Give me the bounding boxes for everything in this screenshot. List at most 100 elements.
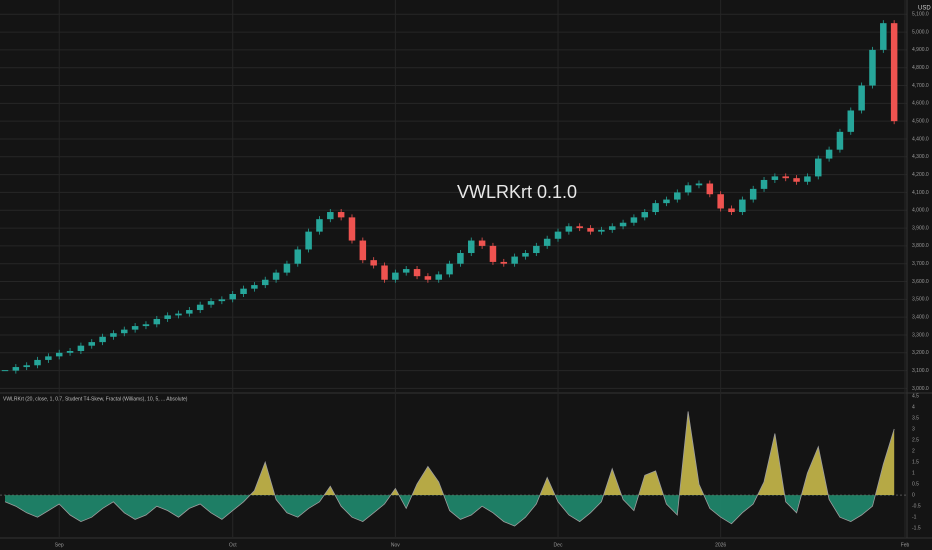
candle (890, 23, 898, 122)
watermark: VWLRKrt 0.1.0 (457, 182, 577, 202)
candle (294, 249, 302, 264)
candle (815, 158, 822, 177)
candle (695, 183, 703, 186)
candle (543, 238, 551, 246)
y-tick-label: 4,000.0 (912, 208, 929, 214)
candle (793, 178, 800, 182)
candle (717, 194, 724, 209)
y-tick-label: 3,600.0 (912, 279, 929, 285)
y-tick-label: 2.5 (912, 437, 919, 443)
x-tick-label: Oct (229, 542, 237, 548)
candle (782, 176, 789, 179)
candle (23, 365, 30, 368)
candle (142, 324, 150, 327)
candle (869, 49, 876, 86)
y-tick-label: 3,300.0 (912, 332, 929, 338)
candle (684, 185, 692, 193)
candle (468, 240, 475, 254)
candle (186, 310, 193, 314)
candle (652, 203, 659, 213)
candle (305, 231, 312, 250)
y-tick-label: 3,700.0 (912, 261, 929, 267)
candle (316, 219, 323, 232)
candle (836, 131, 844, 150)
currency: USD (918, 6, 931, 12)
candle (706, 183, 714, 195)
candle (489, 245, 497, 262)
candle (446, 263, 453, 275)
candle (99, 336, 106, 343)
candle (478, 240, 486, 246)
x-tick-label: Dec (554, 542, 563, 548)
candle (880, 23, 887, 50)
candle (554, 231, 562, 239)
candle (598, 229, 605, 232)
candle (110, 333, 117, 337)
candle (630, 217, 638, 223)
candle (587, 228, 594, 232)
x-tick-label: Sep (55, 542, 64, 548)
candle (847, 110, 855, 132)
area-line (4, 411, 895, 527)
candle (457, 253, 464, 264)
candle (12, 367, 20, 371)
candle (858, 85, 865, 111)
candle (749, 188, 757, 200)
candle (229, 294, 236, 300)
y-tick-label: 0.5 (912, 481, 919, 487)
candle (511, 256, 518, 264)
candle (402, 269, 410, 273)
x-tick-label: Nov (391, 542, 400, 548)
candle (619, 222, 627, 227)
y-tick-label: 3,400.0 (912, 314, 929, 320)
candle (739, 199, 746, 213)
candle (359, 240, 367, 261)
y-tick-label: 5,000.0 (912, 29, 929, 35)
candle (608, 226, 616, 230)
candle (381, 265, 388, 280)
y-tick-label: 4 (912, 404, 915, 410)
y-tick-label: 4.5 (912, 393, 919, 399)
y-tick-label: 4,700.0 (912, 83, 929, 89)
y-tick-label: 4,400.0 (912, 136, 929, 142)
y-tick-label: 4,300.0 (912, 154, 929, 160)
candle (34, 359, 41, 366)
y-tick-label: 3,900.0 (912, 225, 929, 231)
y-tick-label: 5,100.0 (912, 12, 929, 18)
y-tick-label: 4,900.0 (912, 47, 929, 53)
candle (674, 192, 681, 200)
candle (196, 304, 204, 311)
candle (522, 253, 529, 257)
candle (533, 245, 540, 254)
candle (337, 212, 345, 218)
candle (663, 199, 670, 204)
candle (565, 226, 573, 232)
y-tick-label: -0.5 (912, 503, 921, 509)
y-tick-label: 4,800.0 (912, 65, 929, 71)
candle (728, 208, 735, 213)
candle (153, 318, 161, 325)
y-tick-label: 3.5 (912, 415, 919, 421)
indicator-legend: VWLRKrt (20, close, 1, 0.7, Student T4-S… (3, 396, 188, 402)
candle (240, 288, 247, 294)
candle (392, 272, 399, 280)
candle (413, 269, 421, 277)
y-tick-label: 3,500.0 (912, 297, 929, 303)
y-tick-label: 4,500.0 (912, 118, 929, 124)
candle (272, 272, 280, 280)
y-tick-label: 1.5 (912, 459, 919, 465)
candle (435, 274, 442, 280)
y-tick-label: 3,200.0 (912, 350, 929, 356)
y-tick-label: 4,200.0 (912, 172, 929, 178)
candle (175, 313, 182, 316)
candle (66, 351, 74, 353)
candle (641, 212, 649, 218)
x-tick-label: Feb (901, 542, 910, 548)
y-tick-label: 3,000.0 (912, 386, 929, 392)
y-tick-label: -1.5 (912, 526, 921, 532)
y-tick-label: 4,600.0 (912, 101, 929, 107)
y-tick-label: 4,100.0 (912, 190, 929, 196)
